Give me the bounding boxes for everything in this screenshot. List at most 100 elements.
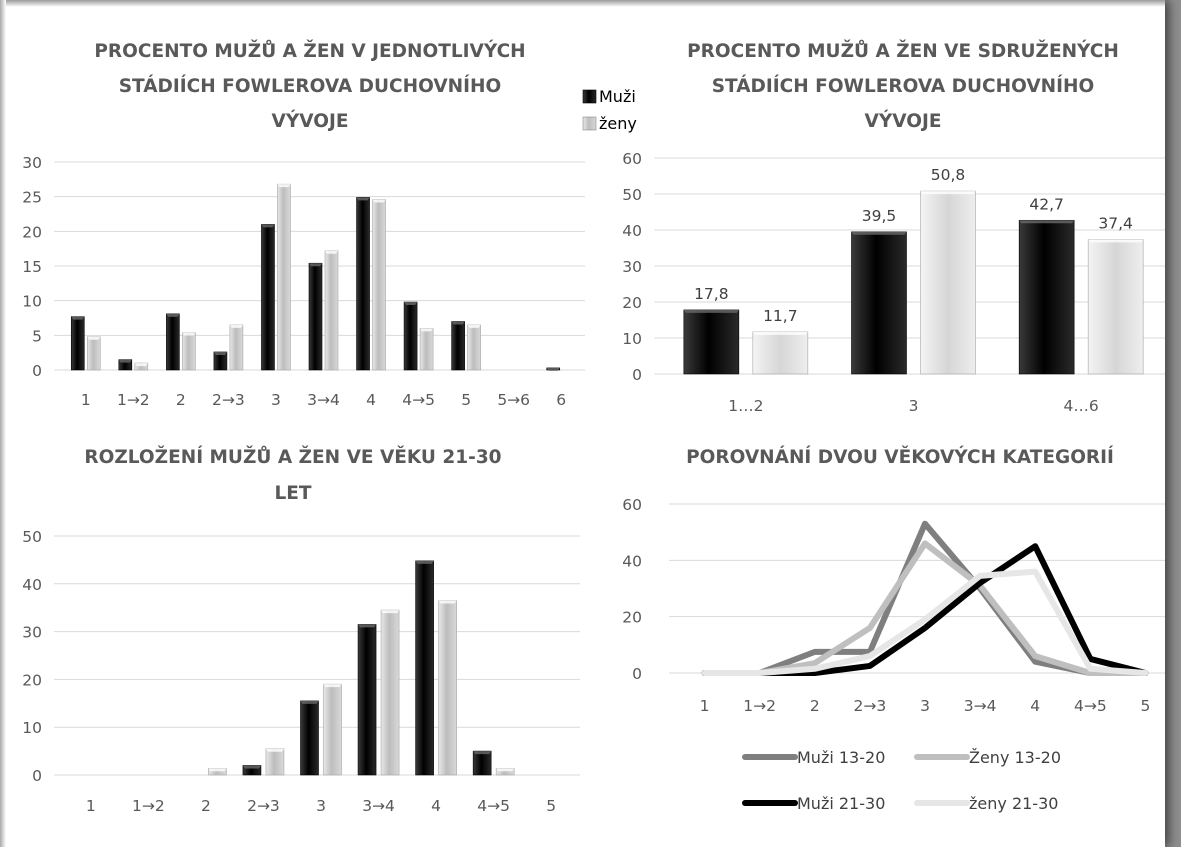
chart-1-bar-bevel [182, 332, 196, 336]
chart-1-bar-bevel [87, 336, 101, 340]
chart-1-bar-bevel [118, 359, 132, 363]
chart-2-bar-bevel [683, 309, 739, 313]
chart-2-data-label: 17,8 [694, 285, 729, 303]
chart-1-title-line: PROCENTO MUŽŮ A ŽEN V JEDNOTLIVÝCH [94, 39, 525, 62]
chart-1-title-line: STÁDIÍCH FOWLEROVA DUCHOVNÍHO [119, 75, 502, 97]
chart-3-ytick-label: 30 [22, 624, 42, 642]
chart-2-bar-muzi [683, 309, 740, 375]
chart-1-xtick-label: 1 [81, 391, 91, 409]
chart-3-bar-bevel [300, 700, 319, 704]
chart-1-bar-zeny [419, 328, 434, 371]
chart-1-xtick-label: 4 [366, 391, 376, 409]
chart-2-bar-bevel [1019, 220, 1075, 224]
chart-1-bar-bevel [372, 199, 386, 203]
chart-1-bar-zeny [372, 199, 386, 371]
chart-1-bar-zeny [182, 332, 196, 371]
chart-1-bar-muzi [308, 262, 323, 371]
chart-2-bar-muzi [1018, 219, 1075, 375]
chart-1-xtick-label: 5→6 [497, 391, 530, 409]
chart-2-data-label: 50,8 [931, 166, 966, 184]
chart-4-ytick-label: 60 [622, 496, 642, 514]
chart-2-ytick-label: 0 [632, 366, 642, 384]
chart-1-bar-bevel [451, 321, 465, 325]
chart-1-xtick-label: 1→2 [117, 391, 150, 409]
chart-1-bar-bevel [134, 363, 148, 367]
chart-1-ytick-label: 20 [22, 223, 42, 241]
chart-1-bar-bevel [325, 250, 338, 254]
chart-3-ytick-label: 0 [32, 767, 42, 785]
chart-2-title-line: PROCENTO MUŽŮ A ŽEN VE SDRUŽENÝCH [687, 39, 1119, 62]
chart-2-bar-bevel [1088, 239, 1144, 243]
chart-1-bar-bevel [356, 197, 370, 201]
chart-1-bar-bevel [229, 324, 243, 328]
chart-3-xtick-label: 1 [86, 797, 96, 815]
chart-4-xtick-label: 5 [1141, 697, 1151, 715]
chart-1-legend-label: ženy [599, 114, 637, 133]
chart-1-bar-zeny [467, 324, 481, 371]
chart-3-bar-zeny [323, 683, 342, 776]
chart-1-bar-bevel [420, 328, 434, 332]
chart-4-ytick-label: 0 [632, 665, 642, 683]
chart-4-xtick-label: 1 [700, 697, 710, 715]
chart-3-ytick-label: 40 [22, 576, 42, 594]
chart-4-ytick-label: 40 [622, 552, 642, 570]
chart-4-ytick-label: 20 [622, 609, 642, 627]
chart-2-data-label: 42,7 [1029, 195, 1064, 213]
chart-1-ytick-label: 0 [32, 362, 42, 380]
chart-1-bar-muzi [403, 301, 418, 371]
chart-4-series-line [701, 568, 1149, 676]
chart-4-xtick-label: 3→4 [964, 697, 997, 715]
chart-1-bar-zeny [277, 183, 291, 371]
chart-1-bar-bevel [261, 224, 275, 228]
chart-1-xtick-label: 2 [176, 391, 186, 409]
chart-1-bar-muzi [451, 321, 465, 371]
chart-2-title-line: VÝVOJE [865, 110, 942, 132]
chart-4-legend-label: ženy 21-30 [969, 794, 1058, 813]
chart-2-ytick-label: 50 [622, 186, 642, 204]
chart-1-bar-muzi [356, 197, 370, 371]
chart-4-xtick-label: 2 [810, 697, 820, 715]
chart-3-ytick-label: 50 [22, 528, 42, 546]
chart-2-ytick-label: 20 [622, 294, 642, 312]
chart-2-bar-bevel [920, 191, 976, 195]
chart-2-bar-zeny [752, 331, 809, 375]
chart-1-ytick-label: 25 [22, 189, 42, 207]
chart-1-bar-zeny [324, 250, 339, 371]
chart-4-title-line: POROVNÁNÍ DVOU VĚKOVÝCH KATEGORIÍ [686, 446, 1114, 468]
chart-2-data-label: 39,5 [862, 207, 897, 225]
chart-3-bar-bevel [265, 748, 284, 752]
chart-4-xtick-label: 4 [1030, 697, 1040, 715]
chart-2-title-line: STÁDIÍCH FOWLEROVA DUCHOVNÍHO [712, 75, 1095, 97]
chart-1-xtick-label: 4→5 [402, 391, 435, 409]
chart-3-xtick-label: 3→4 [362, 797, 395, 815]
chart-1-ytick-label: 15 [22, 258, 42, 276]
chart-1-bar-bevel [166, 313, 180, 317]
chart-3-bar-bevel [242, 765, 261, 769]
chart-1-bar-bevel [404, 302, 418, 306]
chart-1-bar-bevel [546, 367, 560, 371]
chart-2-ytick-label: 40 [622, 222, 642, 240]
chart-1-xtick-label: 6 [556, 391, 566, 409]
chart-1-bar-zeny [229, 324, 244, 371]
chart-3-bar-bevel [381, 610, 400, 614]
chart-3-title-line: LET [274, 483, 311, 504]
chart-3-bar-bevel [208, 768, 227, 772]
chart-3-ytick-label: 10 [22, 719, 42, 737]
chart-3-xtick-label: 2 [201, 797, 211, 815]
chart-3-xtick-label: 3 [316, 797, 326, 815]
chart-1-ytick-label: 10 [22, 293, 42, 311]
chart-1-legend-label: Muži [599, 87, 636, 106]
chart-4-legend-label: Ženy 13-20 [969, 748, 1061, 767]
chart-2-bar-muzi [851, 231, 907, 375]
chart-3-bar-muzi [357, 624, 377, 776]
chart-3-xtick-label: 4→5 [477, 797, 510, 815]
chart-3-bar-muzi [472, 750, 492, 776]
chart-4-legend-label: Muži 21-30 [797, 794, 885, 813]
chart-3-bar-bevel [358, 624, 377, 628]
chart-1-bar-bevel [71, 316, 85, 320]
chart-4-xtick-label: 2→3 [854, 697, 887, 715]
chart-1-ytick-label: 30 [22, 154, 42, 172]
chart-3-bar-bevel [323, 684, 342, 688]
chart-2-bar-bevel [851, 231, 907, 235]
